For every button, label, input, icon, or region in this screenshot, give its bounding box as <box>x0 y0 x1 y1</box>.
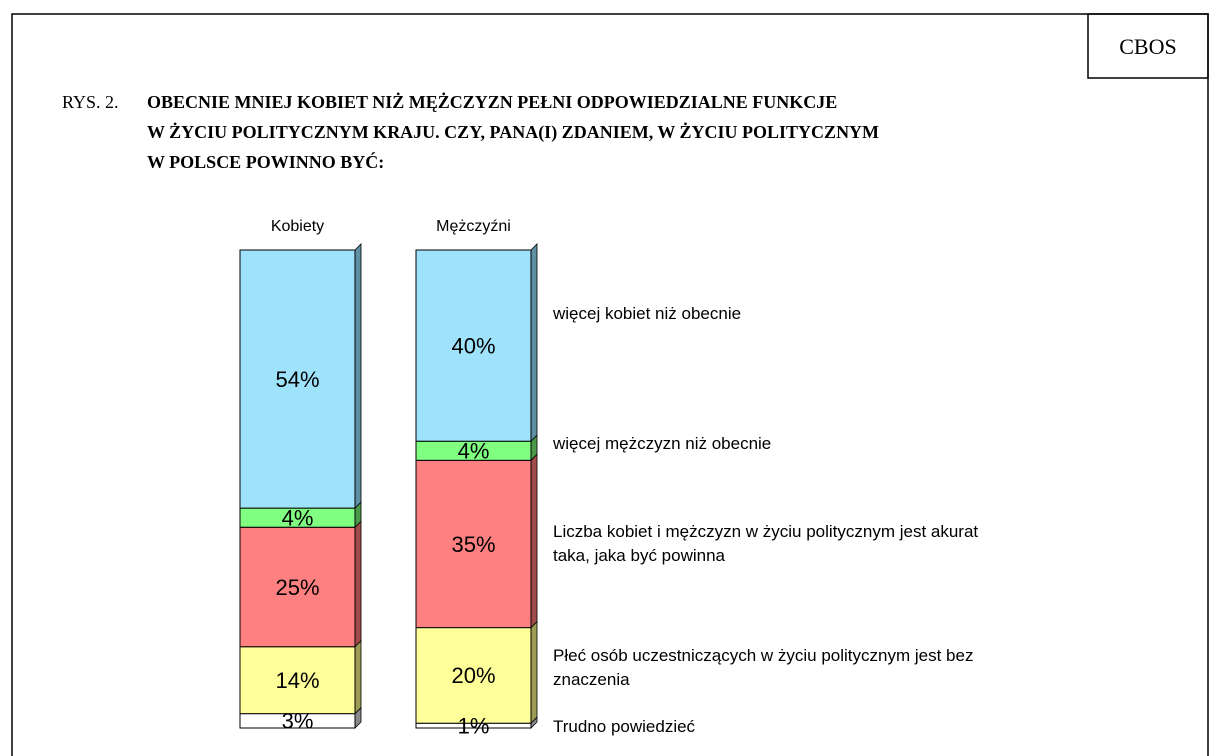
data-label: 4% <box>282 505 314 530</box>
bar-side <box>530 620 538 725</box>
bar-side <box>530 243 538 443</box>
source-box <box>1087 13 1209 79</box>
legend-entry: więcej kobiet niż obecnie <box>553 304 742 323</box>
x-tick-label: Kobiety <box>271 218 324 235</box>
bar-side <box>354 243 362 510</box>
data-label: 14% <box>275 668 319 693</box>
legend-entry: Trudno powiedzieć <box>553 717 696 736</box>
frame <box>11 13 1209 756</box>
data-label: 40% <box>451 333 495 358</box>
bar-side <box>354 520 362 648</box>
data-label: 25% <box>275 575 319 600</box>
source: CBOS <box>1119 34 1176 59</box>
bar-segment <box>239 646 356 715</box>
chart-title: OBECNIE MNIEJ KOBIET NIŻ MĘŻCZYZN PEŁNI … <box>147 92 837 112</box>
bar-segment <box>239 249 356 509</box>
data-label: 20% <box>451 663 495 688</box>
figure-label: RYS. 2. <box>62 92 119 112</box>
bar-side <box>530 453 538 629</box>
bar-segment <box>415 627 532 724</box>
data-label: 35% <box>451 532 495 557</box>
bar-segment <box>239 526 356 648</box>
data-label: 4% <box>458 439 490 464</box>
bar-segment <box>415 249 532 442</box>
data-label: 54% <box>275 367 319 392</box>
x-tick-label: Mężczyźni <box>436 218 511 235</box>
chart-title: W POLSCE POWINNO BYĆ: <box>147 151 384 172</box>
bar-segment <box>415 459 532 629</box>
legend-entry: Płeć osób uczestniczących w życiu polity… <box>553 646 974 689</box>
bar-side <box>354 639 362 715</box>
data-label: 1% <box>458 713 490 738</box>
chart-title: W ŻYCIU POLITYCZNYM KRAJU. CZY, PANA(I) … <box>147 122 879 143</box>
legend-entry: Liczba kobiet i mężczyzn w życiu polityc… <box>553 522 979 565</box>
legend-entry: więcej mężczyzn niż obecnie <box>553 434 772 453</box>
data-label: 3% <box>282 709 314 734</box>
